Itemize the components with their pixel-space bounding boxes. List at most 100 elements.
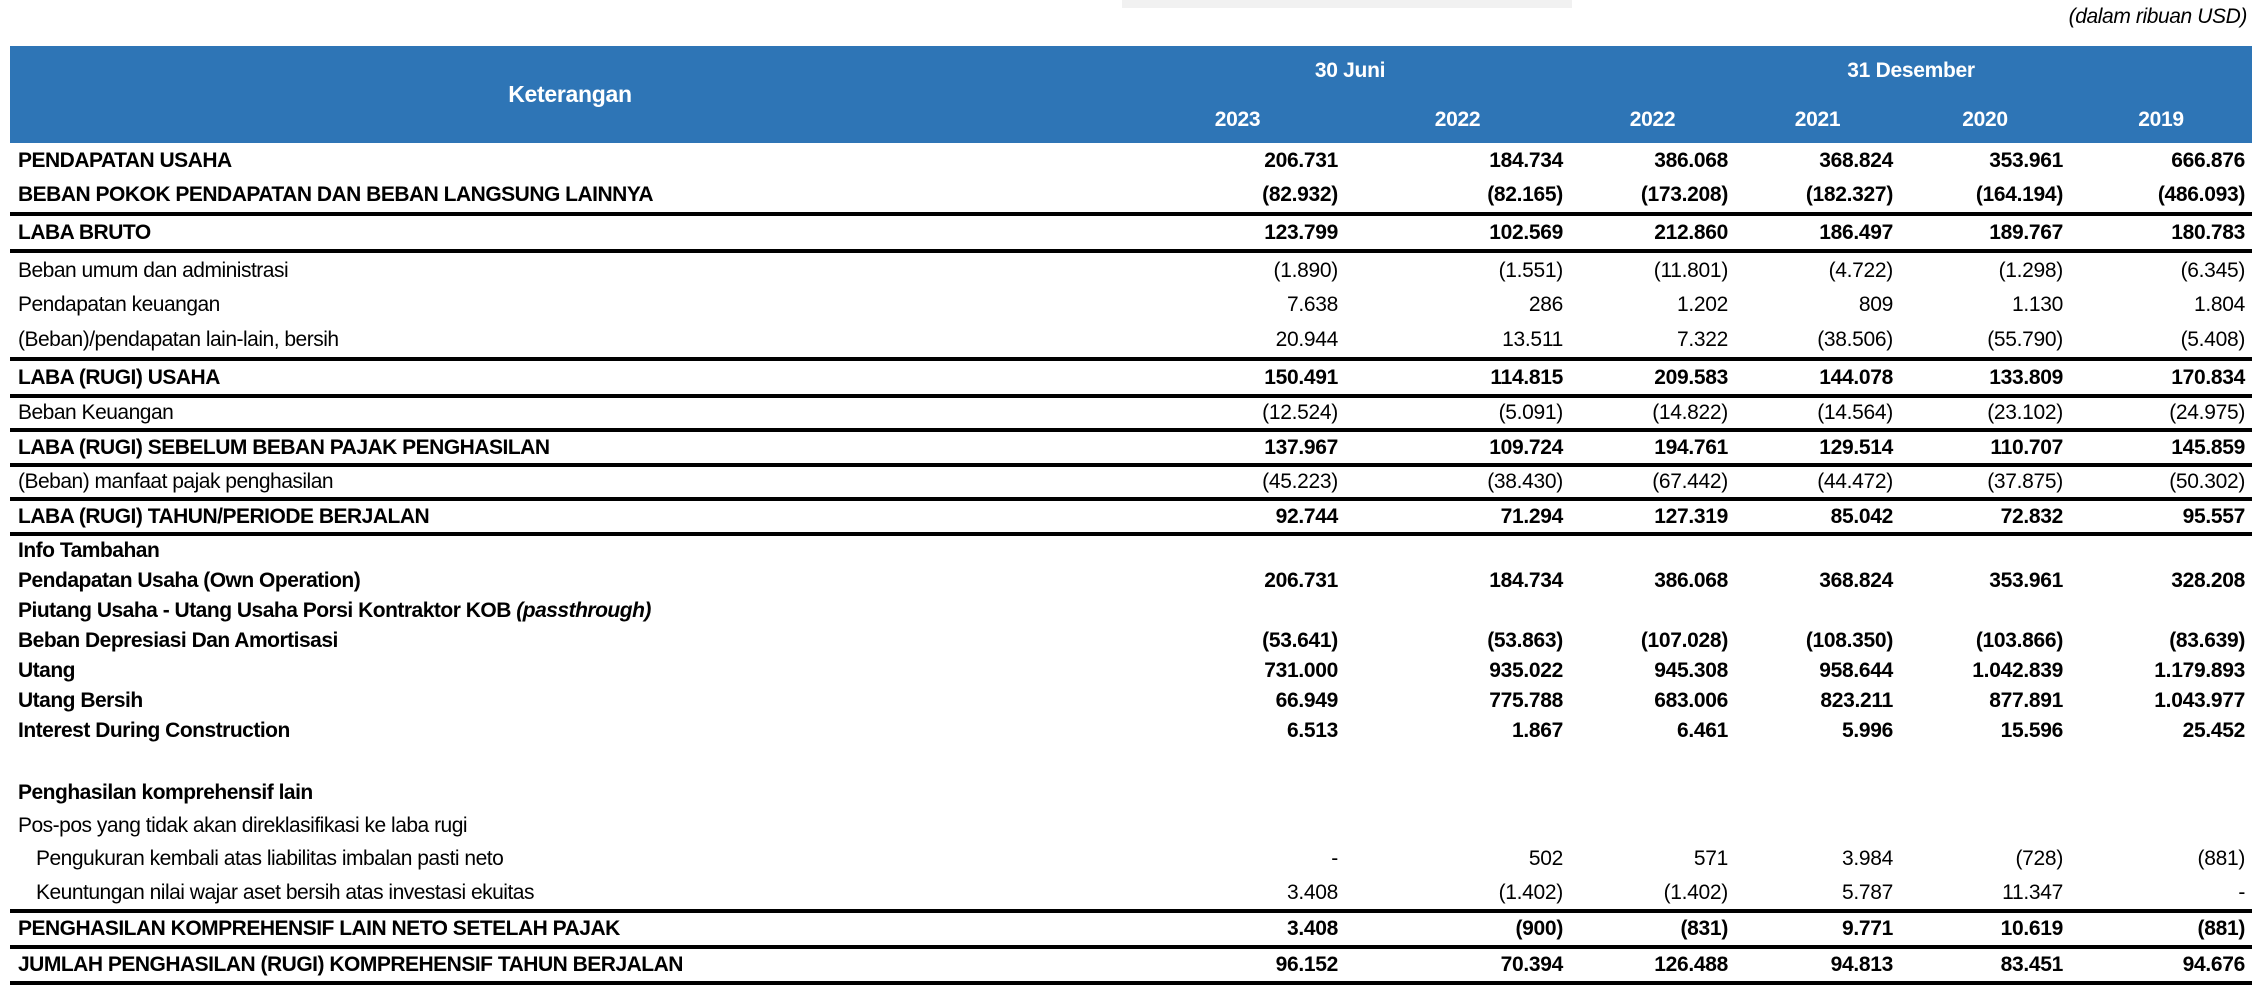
column-header-year-2022-juni: 2022	[1345, 96, 1571, 143]
cell-value: 5.787	[1735, 876, 1901, 913]
cell-value	[2070, 776, 2252, 809]
cell-value: (1.551)	[1498, 258, 1564, 282]
cell-value: (5.408)	[2070, 322, 2253, 361]
table-row: Piutang Usaha - Utang Usaha Porsi Kontra…	[10, 596, 2252, 626]
cell-value: (6.345)	[2180, 258, 2246, 282]
cell-value: 96.152	[1130, 949, 1345, 985]
column-header-year-2020: 2020	[1900, 96, 2071, 143]
cell-value: 1.867	[1511, 719, 1564, 742]
cell-value	[1130, 596, 1345, 626]
cell-value: 877.891	[1989, 689, 2064, 712]
cell-value	[1900, 596, 2070, 626]
cell-value: 3.408	[1130, 876, 1345, 913]
table-row: LABA (RUGI) USAHA 150.491 114.815 209.58…	[10, 361, 2253, 398]
cell-value: 71.294	[1345, 501, 1571, 536]
header-period-row: Keterangan 30 Juni 31 Desember	[10, 46, 2253, 143]
cell-value	[1900, 536, 2070, 566]
cell-value: (24.975)	[2070, 398, 2253, 432]
toolbar-fragment	[1122, 0, 1572, 8]
cell-value: (67.442)	[1570, 467, 1736, 501]
cell-value: (1.402)	[1345, 876, 1571, 913]
table-row: LABA (RUGI) TAHUN/PERIODE BERJALAN 92.74…	[10, 501, 2253, 536]
cell-value: 10.619	[1900, 913, 2071, 949]
row-label: Utang	[18, 659, 76, 682]
cell-value: 127.319	[1570, 501, 1736, 536]
cell-value: (55.790)	[1900, 322, 2071, 361]
row-label-italic-suffix: (passthrough)	[516, 599, 651, 622]
cell-value: 206.731	[1264, 569, 1338, 592]
cell-value: 145.859	[2070, 432, 2253, 467]
table-row: Pendapatan keuangan 7.638 286 1.202 809 …	[10, 288, 2252, 322]
cell-value	[1130, 776, 1345, 809]
cell-value: (1.890)	[1273, 258, 1339, 282]
row-label: Beban Keuangan	[10, 398, 1130, 432]
cell-value: 92.744	[1130, 501, 1345, 536]
table-row: Info Tambahan	[10, 536, 2252, 566]
table-row: PENGHASILAN KOMPREHENSIF LAIN NETO SETEL…	[10, 913, 2253, 949]
cell-value: 20.944	[1130, 322, 1345, 361]
cell-value	[1130, 809, 1345, 842]
cell-value: 15.596	[2000, 719, 2064, 742]
cell-value: 109.724	[1345, 432, 1571, 467]
cell-value: 170.834	[2070, 361, 2253, 398]
cell-value	[1735, 536, 1900, 566]
row-label: PENDAPATAN USAHA	[18, 148, 232, 172]
column-header-keterangan: Keterangan	[10, 46, 1130, 143]
cell-value: 5.996	[1841, 719, 1894, 742]
row-label: Pengukuran kembali atas liabilitas imbal…	[36, 847, 504, 870]
cell-value: 184.734	[1489, 569, 1564, 592]
cell-value: 386.068	[1654, 569, 1729, 592]
cell-value: 85.042	[1735, 501, 1901, 536]
cell-value: 935.022	[1489, 659, 1564, 682]
table-row: Utang Bersih 66.949 775.788 683.006 823.…	[10, 686, 2252, 716]
cell-value: (1.402)	[1570, 876, 1736, 913]
row-label: Pendapatan Usaha (Own Operation)	[18, 569, 361, 592]
cell-value: 328.208	[2171, 569, 2246, 592]
cell-value: 102.569	[1345, 216, 1571, 253]
cell-value: (108.350)	[1805, 629, 1894, 652]
cell-value: (14.564)	[1735, 398, 1901, 432]
cell-value: (11.801)	[1653, 258, 1729, 282]
cell-value: 186.497	[1735, 216, 1901, 253]
cell-value: (486.093)	[2070, 178, 2253, 216]
cell-value: 6.513	[1286, 719, 1338, 742]
cell-value: 133.809	[1900, 361, 2071, 398]
row-label: Keuntungan nilai wajar aset bersih atas …	[10, 876, 1130, 913]
row-label: LABA BRUTO	[10, 216, 1130, 253]
cell-value	[1570, 596, 1735, 626]
cell-value: 3.408	[1130, 913, 1345, 949]
cell-value: 9.771	[1735, 913, 1901, 949]
cell-value: 368.824	[1819, 569, 1894, 592]
cell-value: (83.639)	[2169, 629, 2246, 652]
cell-value: 206.731	[1264, 148, 1338, 172]
cell-value: 83.451	[1900, 949, 2071, 985]
cell-value: (182.327)	[1735, 178, 1901, 216]
income-statement-table: Keterangan 30 Juni 31 Desember 2023 2022…	[10, 46, 2253, 985]
table-body: PENDAPATAN USAHA 206.731 184.734 386.068…	[10, 143, 2253, 985]
cell-value: 25.452	[2182, 719, 2246, 742]
cell-value: 1.804	[2193, 293, 2246, 316]
row-label: Interest During Construction	[18, 719, 290, 742]
cell-value: 212.860	[1570, 216, 1736, 253]
row-label: JUMLAH PENGHASILAN (RUGI) KOMPREHENSIF T…	[10, 949, 1130, 985]
cell-value: 3.984	[1841, 847, 1894, 870]
cell-value: 958.644	[1819, 659, 1894, 682]
cell-value: (53.863)	[1487, 629, 1564, 652]
cell-value: 11.347	[1900, 876, 2071, 913]
table-row: PENDAPATAN USAHA 206.731 184.734 386.068…	[10, 143, 2252, 178]
cell-value: 1.042.839	[1972, 659, 2064, 682]
cell-value: (107.028)	[1640, 629, 1729, 652]
table-row: JUMLAH PENGHASILAN (RUGI) KOMPREHENSIF T…	[10, 949, 2253, 985]
table-row: Beban umum dan administrasi (1.890) (1.5…	[10, 253, 2252, 288]
row-label: (Beban) manfaat pajak penghasilan	[10, 467, 1130, 501]
row-label: Info Tambahan	[18, 539, 160, 562]
cell-value: 502	[1528, 847, 1564, 870]
cell-value: 66.949	[1275, 689, 1339, 712]
cell-value	[1570, 776, 1735, 809]
row-label: LABA (RUGI) USAHA	[10, 361, 1130, 398]
cell-value: 286	[1528, 293, 1564, 316]
cell-value: 731.000	[1264, 659, 1338, 682]
cell-value: (14.822)	[1570, 398, 1736, 432]
row-label: Utang Bersih	[18, 689, 143, 712]
cell-value: (12.524)	[1130, 398, 1345, 432]
